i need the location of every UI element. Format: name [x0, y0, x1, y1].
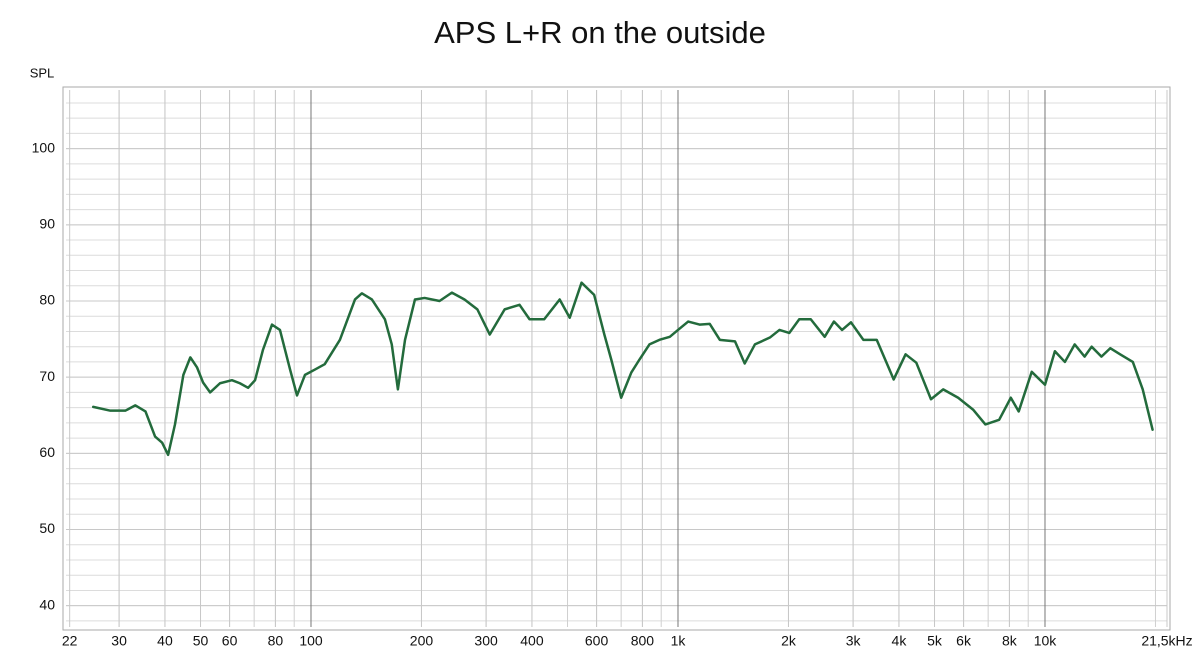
x-tick-label: 400 [520, 633, 544, 649]
y-tick-label: 50 [39, 520, 55, 536]
x-tick-label: 800 [631, 633, 655, 649]
y-tick-label: 40 [39, 596, 55, 612]
x-tick-label: 21,5kHz [1141, 633, 1192, 649]
x-tick-label: 40 [157, 633, 173, 649]
x-tick-label: 2k [781, 633, 797, 649]
y-tick-label: 90 [39, 216, 55, 232]
x-tick-label: 300 [474, 633, 498, 649]
x-tick-label: 5k [927, 633, 943, 649]
x-tick-label: 600 [585, 633, 609, 649]
x-tick-label: 60 [222, 633, 238, 649]
x-tick-label: 1k [671, 633, 687, 649]
x-tick-label: 3k [846, 633, 862, 649]
y-axis-label: SPL [30, 65, 55, 80]
x-tick-label: 8k [1002, 633, 1018, 649]
y-tick-label: 60 [39, 444, 55, 460]
data-line [91, 281, 1154, 457]
x-tick-label: 50 [193, 633, 209, 649]
x-tick-label: 100 [299, 633, 323, 649]
y-tick-label: 80 [39, 292, 55, 308]
x-tick-label: 30 [111, 633, 127, 649]
chart-title: APS L+R on the outside [434, 15, 766, 50]
x-tick-label: 200 [410, 633, 434, 649]
x-tick-label: 6k [956, 633, 972, 649]
x-tick-label: 10k [1034, 633, 1058, 649]
x-tick-label: 4k [892, 633, 908, 649]
y-tick-label: 100 [32, 139, 56, 155]
y-tick-label: 70 [39, 368, 55, 384]
plot-background [62, 86, 1171, 631]
x-tick-label: 22 [62, 633, 78, 649]
x-tick-label: 80 [268, 633, 284, 649]
